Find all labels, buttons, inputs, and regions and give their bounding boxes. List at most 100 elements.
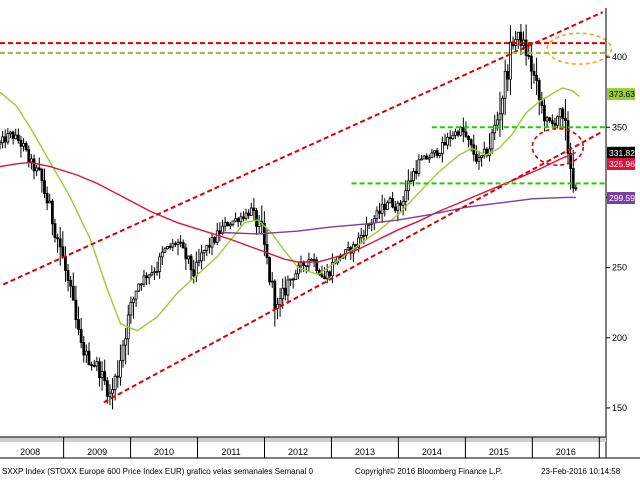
candle-body xyxy=(137,283,141,292)
price-badge-2: 331.82 xyxy=(607,146,635,159)
candle-body xyxy=(550,120,554,124)
candle-body xyxy=(563,118,567,121)
candle-body xyxy=(22,143,25,147)
candle-body xyxy=(561,108,565,119)
candle-body xyxy=(375,210,379,220)
candle-body xyxy=(304,265,308,268)
candle-body xyxy=(0,142,2,145)
price-badge-box xyxy=(607,88,635,101)
candle-body xyxy=(189,255,193,271)
trendline-1 xyxy=(2,11,604,286)
candle-body xyxy=(380,203,384,214)
candle-body xyxy=(223,222,227,227)
x-tick-label: 2015 xyxy=(489,447,509,457)
price-badge-label: 299.59 xyxy=(609,193,635,203)
candle-body xyxy=(150,272,154,276)
candle-body xyxy=(45,193,49,204)
candle-body xyxy=(302,262,306,267)
candle-body xyxy=(289,278,292,281)
candle-body xyxy=(61,246,65,257)
candle-body xyxy=(409,180,413,183)
candle-body xyxy=(307,259,311,267)
candle-body xyxy=(396,202,400,211)
candle-body xyxy=(163,248,167,253)
candle-body xyxy=(103,371,107,382)
candle-body xyxy=(64,255,67,271)
candle-body xyxy=(197,260,201,263)
candle-body xyxy=(310,259,313,261)
candle-body xyxy=(299,262,303,267)
candle-body xyxy=(448,136,452,140)
candle-body xyxy=(6,133,10,143)
candle-body xyxy=(456,131,460,136)
candle-body xyxy=(53,223,57,239)
candle-body xyxy=(543,105,546,122)
candle-body xyxy=(391,198,395,208)
candle-body xyxy=(438,153,442,157)
footer-timestamp: 23-Feb-2016 10:14:58 xyxy=(541,467,621,476)
candle-body xyxy=(566,120,570,154)
candle-body xyxy=(362,234,366,237)
candle-body xyxy=(221,225,224,235)
candle-body xyxy=(535,74,539,81)
candle-body xyxy=(74,299,78,320)
candle-body xyxy=(467,136,470,141)
candle-body xyxy=(187,255,190,260)
candle-body xyxy=(32,158,36,172)
highlight-ellipse-1 xyxy=(546,32,613,65)
candle-body xyxy=(281,287,285,300)
candle-body xyxy=(388,198,392,204)
candle-body xyxy=(236,218,240,223)
candle-body xyxy=(480,155,484,158)
moving-average-line-1 xyxy=(0,87,580,332)
candle-body xyxy=(129,302,133,316)
candle-body xyxy=(270,280,274,283)
candle-body xyxy=(56,237,59,240)
candle-body xyxy=(158,256,162,272)
candle-body xyxy=(430,152,434,159)
moving-average-line-3 xyxy=(220,196,576,235)
candle-body xyxy=(454,131,457,136)
candle-body xyxy=(490,132,494,150)
candle-body xyxy=(145,275,148,279)
candle-body xyxy=(208,245,211,248)
candle-body xyxy=(412,170,415,182)
footer: SXXP Index (STOXX Europe 600 Price Index… xyxy=(0,466,640,480)
candle-body xyxy=(501,97,504,115)
price-badge-box xyxy=(607,158,635,171)
candle-body xyxy=(255,210,258,227)
candle-body xyxy=(77,319,80,330)
candle-body xyxy=(147,274,151,279)
candle-body xyxy=(58,238,62,248)
candle-body xyxy=(37,167,41,170)
y-tick-label: 250 xyxy=(612,263,627,273)
x-tick-label: 2010 xyxy=(154,447,174,457)
candle-body xyxy=(234,218,237,222)
candle-body xyxy=(69,280,73,287)
candle-body xyxy=(286,279,290,296)
candle-body xyxy=(213,237,217,243)
candle-body xyxy=(202,249,206,254)
candle-body xyxy=(498,113,502,121)
candle-body xyxy=(173,243,177,246)
candle-body xyxy=(192,269,196,277)
candle-body xyxy=(276,303,279,309)
candle-body xyxy=(119,360,122,378)
candle-body xyxy=(325,271,329,280)
candle-body xyxy=(79,329,83,343)
candle-body xyxy=(134,290,138,300)
candle-body xyxy=(121,344,125,362)
x-tick-label: 2008 xyxy=(20,447,40,457)
candle-body xyxy=(493,124,497,134)
candle-body xyxy=(273,280,277,309)
candle-body xyxy=(571,168,575,189)
candle-body xyxy=(244,212,248,219)
price-badge-1: 373.63 xyxy=(607,88,635,101)
candle-body xyxy=(545,117,549,122)
candle-body xyxy=(9,131,12,135)
candle-body xyxy=(506,71,510,80)
candle-body xyxy=(181,242,185,249)
candle-body xyxy=(524,39,528,56)
candle-body xyxy=(482,148,486,157)
